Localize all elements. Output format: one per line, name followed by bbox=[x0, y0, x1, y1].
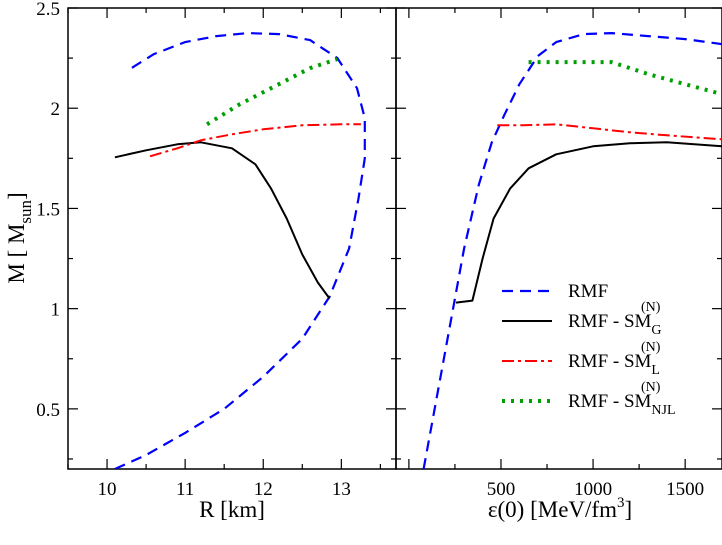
right-xtick-label: 1000 bbox=[574, 479, 612, 500]
tick-labels: 10 11 12 13 0.5 1 1.5 2 2.5 500 1000 1500 bbox=[36, 0, 704, 500]
right-panel-series bbox=[422, 32, 722, 469]
legend-label-sm-njl: RMF - SMNJL(N) bbox=[568, 380, 676, 418]
right-series-sm-g bbox=[455, 141, 722, 304]
left-x-axis-label: R [km] bbox=[199, 497, 265, 522]
legend-label-sm-l: RMF - SML(N) bbox=[568, 340, 661, 378]
left-xtick-label: 12 bbox=[254, 479, 273, 500]
left-panel-frame bbox=[67, 7, 397, 470]
legend: RMF RMF - SMG(N) RMF - SML(N) RMF - SMNJ… bbox=[502, 281, 676, 418]
legend-label-rmf: RMF bbox=[568, 281, 608, 302]
ytick-label: 1 bbox=[51, 300, 61, 321]
ytick-label: 2 bbox=[51, 99, 61, 120]
left-xtick-label: 10 bbox=[98, 479, 117, 500]
ytick-label: 1.5 bbox=[36, 199, 60, 220]
right-xtick-label: 1500 bbox=[666, 479, 704, 500]
left-series-rmf bbox=[114, 32, 366, 469]
right-series-sm-l bbox=[497, 123, 722, 141]
tick-marks bbox=[67, 7, 722, 469]
right-series-sm-njl bbox=[528, 60, 722, 97]
left-series-sm-g bbox=[114, 141, 331, 300]
legend-label-sm-g: RMF - SMG(N) bbox=[568, 300, 662, 338]
left-xtick-label: 13 bbox=[332, 479, 351, 500]
right-x-axis-label: ε(0) [MeV/fm3] bbox=[488, 495, 632, 522]
left-panel-series bbox=[114, 32, 366, 469]
left-xtick-label: 11 bbox=[176, 479, 194, 500]
right-panel-frame bbox=[395, 7, 722, 470]
right-series-rmf bbox=[422, 32, 722, 469]
y-axis-label: M [ Msun] bbox=[4, 192, 35, 283]
ytick-label: 0.5 bbox=[36, 400, 60, 421]
right-xtick-label: 500 bbox=[487, 479, 516, 500]
left-series-sm-njl bbox=[205, 57, 339, 127]
ytick-label: 2.5 bbox=[36, 0, 60, 20]
left-series-sm-l bbox=[149, 123, 361, 158]
